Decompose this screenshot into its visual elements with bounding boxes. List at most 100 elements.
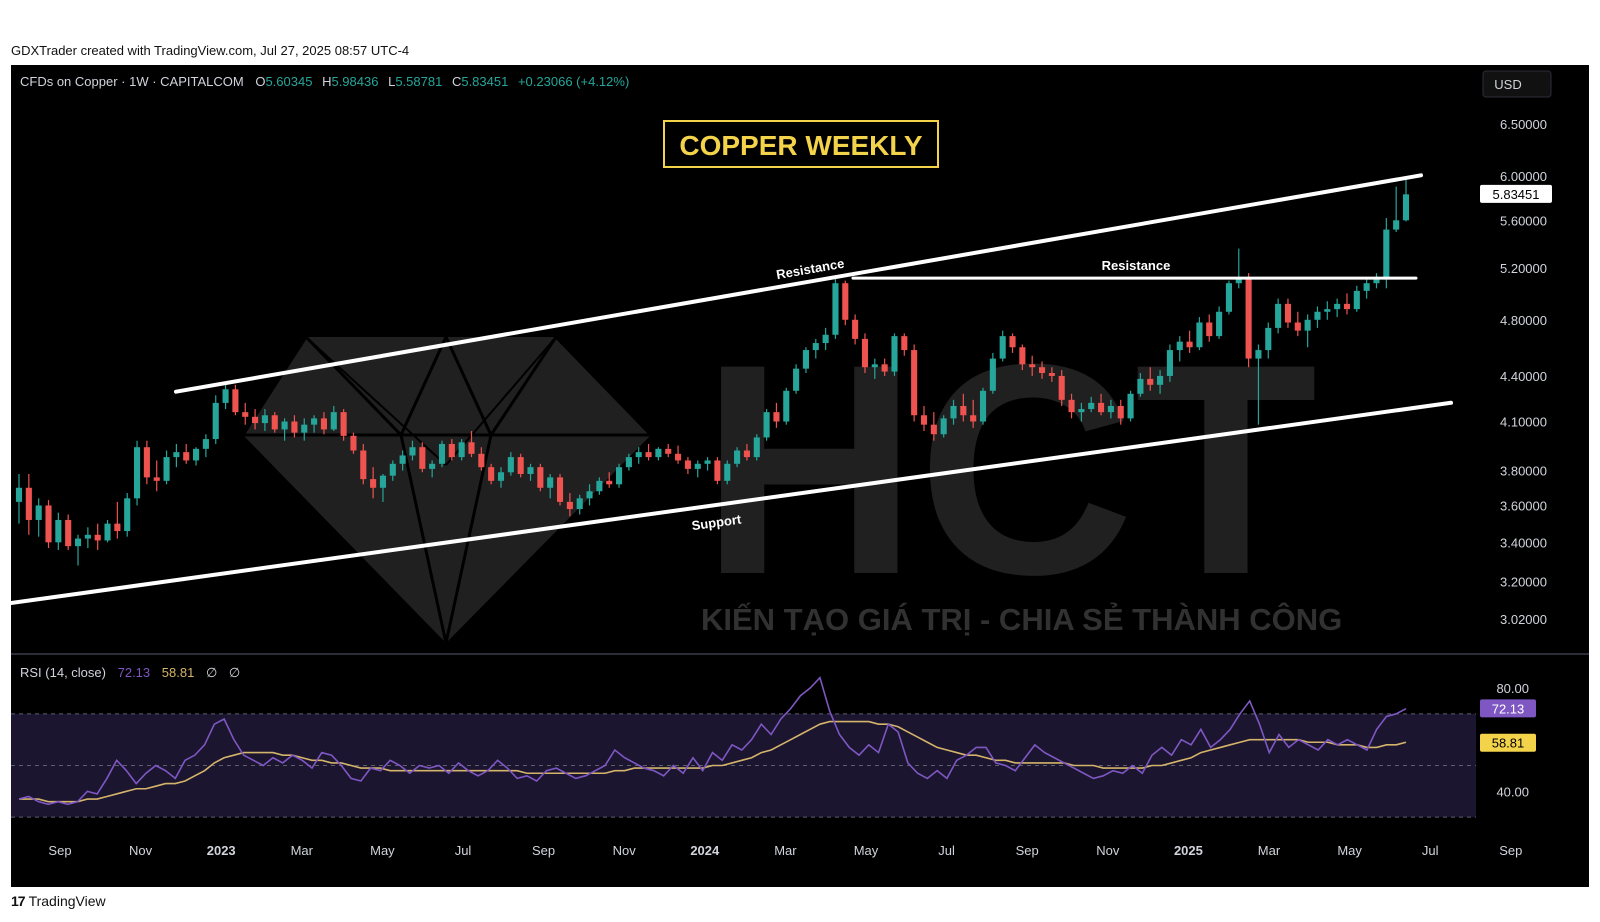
candle-body (1294, 322, 1301, 331)
candle-body (891, 336, 898, 372)
settings-icon[interactable]: ∅ (229, 665, 240, 680)
time-tick-label: Mar (1258, 843, 1281, 858)
candle-body (704, 460, 711, 464)
rsi-band (11, 713, 1476, 818)
candle-body (694, 463, 701, 469)
candle-body (920, 415, 928, 425)
time-tick-label: Mar (291, 843, 314, 858)
candle-body (478, 453, 485, 468)
candle-body (556, 477, 564, 502)
candle-body (281, 421, 288, 430)
candle-body (133, 447, 141, 499)
candle-body (301, 424, 308, 433)
time-tick-label: Nov (1096, 843, 1120, 858)
candle-body (960, 405, 967, 416)
candle-body (340, 412, 347, 436)
candle-body (1265, 327, 1272, 351)
candle-body (448, 443, 455, 458)
candle-body (291, 421, 298, 433)
candle-body (212, 402, 219, 440)
candle-series (15, 177, 1410, 566)
candle-body (842, 283, 849, 320)
candle-body (527, 467, 534, 474)
candle-body (153, 477, 160, 481)
rsi-title[interactable]: RSI (14, close) (20, 665, 106, 680)
rsi-axis[interactable]: 80.00 40.00 (1496, 681, 1529, 799)
time-tick-label: 2024 (690, 843, 720, 858)
candle-body (1235, 278, 1242, 284)
candle-body (1383, 229, 1390, 279)
candle-body (74, 538, 82, 547)
candle-body (911, 350, 918, 416)
price-tick-label: 6.00000 (1500, 169, 1547, 184)
candle-body (173, 452, 180, 458)
tradingview-logo-icon: 17 (11, 893, 26, 909)
tradingview-footer[interactable]: 17 TradingView (11, 893, 106, 909)
symbol-name[interactable]: CFDs on Copper · 1W · CAPITALCOM (20, 74, 244, 89)
candle-body (468, 442, 475, 454)
currency-label[interactable]: USD (1494, 77, 1521, 92)
candle-body (261, 415, 268, 424)
resistance-trendline[interactable] (174, 173, 1423, 394)
candle-body (1068, 399, 1075, 413)
candle-body (1019, 347, 1026, 365)
candle-body (497, 472, 505, 481)
time-axis[interactable]: Sep Nov 2023 Mar May Jul Sep Nov 2024 Mar May Jul Se… (48, 843, 1522, 858)
time-tick-label: Sep (48, 843, 71, 858)
candle-body (1088, 402, 1095, 410)
candle-body (625, 457, 632, 468)
time-tick-label: Mar (774, 843, 797, 858)
candle-body (930, 424, 937, 435)
candle-body (773, 412, 780, 422)
rsi-value-badge: 72.13 (1480, 699, 1536, 718)
candle-body (684, 460, 691, 469)
candle-body (370, 479, 377, 488)
candle-body (202, 439, 209, 449)
candle-body (871, 364, 878, 368)
candle-body (1186, 341, 1193, 348)
candle-body (1225, 283, 1232, 312)
candle-body (1324, 309, 1331, 312)
low-value: 5.58781 (395, 74, 442, 89)
support-label: Support (691, 511, 743, 533)
price-tick-label: 3.80000 (1500, 464, 1547, 479)
price-tick-label: 5.60000 (1500, 213, 1547, 228)
candle-body (763, 412, 770, 438)
time-tick-label: 2025 (1174, 843, 1203, 858)
candle-body (242, 412, 249, 417)
candle-body (596, 480, 603, 492)
candle-body (222, 389, 229, 403)
candle-body (566, 501, 573, 510)
visibility-icon[interactable]: ∅ (206, 665, 217, 680)
candle-body (999, 336, 1006, 359)
candle-body (330, 412, 337, 430)
price-change: +0.23066 (+4.12%) (518, 74, 629, 89)
time-tick-label: Jul (938, 843, 955, 858)
time-tick-label: 2023 (207, 843, 236, 858)
chart-canvas[interactable]: HCT KIẾN TẠO GIÁ TRỊ - CHIA SẺ THÀNH CÔN… (11, 65, 1589, 887)
candle-body (832, 283, 839, 335)
watermark-tagline: KIẾN TẠO GIÁ TRỊ - CHIA SẺ THÀNH CÔNG (701, 601, 1342, 637)
candle-body (675, 453, 682, 461)
time-tick-label: Nov (129, 843, 153, 858)
candle-body (586, 491, 593, 499)
currency-button[interactable]: USD (1482, 70, 1552, 98)
candle-body (1402, 194, 1410, 221)
candle-body (979, 390, 987, 422)
candle-body (232, 389, 239, 413)
close-value: 5.83451 (461, 74, 508, 89)
high-label: H (322, 74, 331, 89)
candle-body (419, 447, 426, 469)
rsi-ma-header-value: 58.81 (162, 665, 195, 680)
time-tick-label: Jul (455, 843, 472, 858)
tradingview-brand[interactable]: TradingView (28, 893, 106, 909)
price-tick-label: 3.02000 (1500, 612, 1547, 627)
candle-body (1373, 278, 1380, 284)
time-tick-label: Sep (532, 843, 555, 858)
last-price-label: 5.83451 (1493, 187, 1540, 202)
watermark-logo-text: HCT (701, 301, 1318, 637)
candle-body (1038, 367, 1046, 374)
price-axis[interactable]: 6.50000 6.00000 5.60000 5.20000 4.80000 4.400… (1500, 117, 1547, 627)
support-trendline[interactable] (11, 400, 1453, 606)
candle-body (438, 443, 446, 464)
